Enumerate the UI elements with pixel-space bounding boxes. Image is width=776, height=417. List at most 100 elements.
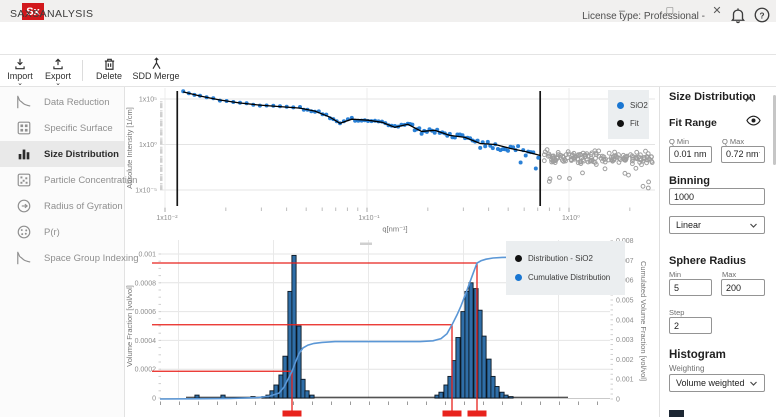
histogram-bar xyxy=(309,394,315,399)
histogram-bar xyxy=(273,384,279,399)
histogram-bar xyxy=(481,335,487,399)
histogram-bar xyxy=(494,386,500,399)
merge-icon xyxy=(151,57,161,69)
settings-panel: Size Distribution Fit Range Q Min Q Max … xyxy=(659,87,776,417)
svg-text:Volume Fraction [vol/vol]: Volume Fraction [vol/vol] xyxy=(125,285,134,367)
import-button[interactable]: Import ⌄ xyxy=(2,57,38,87)
data-reduction-icon xyxy=(17,95,31,109)
svg-text:0.003: 0.003 xyxy=(616,337,634,344)
delete-button[interactable]: Delete xyxy=(88,57,130,81)
panel-title: Size Distribution xyxy=(669,91,756,103)
q-min-label: Q Min xyxy=(669,137,690,146)
svg-text:Absolute Intensity [1/cm]: Absolute Intensity [1/cm] xyxy=(125,107,134,189)
svg-text:1x10⁰: 1x10⁰ xyxy=(139,141,157,149)
chevron-down-icon xyxy=(750,223,757,228)
sphere-radius-label: Sphere Radius xyxy=(669,255,747,267)
sidebar-item-space-group-indexing[interactable]: Space Group Indexing xyxy=(0,245,139,271)
minimize-button[interactable]: – xyxy=(618,5,626,17)
eye-icon[interactable] xyxy=(746,114,761,132)
import-icon xyxy=(15,58,25,70)
help-icon[interactable]: ? xyxy=(753,6,771,24)
svg-text:0.0004: 0.0004 xyxy=(135,338,157,345)
chevron-down-icon: ⌄ xyxy=(55,80,61,87)
sphere-max-label: Max xyxy=(722,270,737,279)
svg-text:1x10⁻²: 1x10⁻² xyxy=(156,215,178,222)
app-header xyxy=(0,22,776,55)
svg-text:0.0006: 0.0006 xyxy=(135,309,157,316)
histogram-bar xyxy=(455,337,461,399)
legend-dot-cumulative xyxy=(515,274,522,282)
histogram-bar xyxy=(220,394,226,399)
svg-text:0.001: 0.001 xyxy=(616,377,634,384)
histogram-bar xyxy=(508,396,514,399)
specific-surface-icon xyxy=(17,121,31,135)
sdd-merge-button[interactable]: SDD Merge xyxy=(130,57,182,81)
toolbar-divider xyxy=(82,60,83,81)
collapse-chevron-up-icon[interactable] xyxy=(744,92,755,110)
space-group-indexing-icon xyxy=(17,251,31,265)
svg-text:1x10⁵: 1x10⁵ xyxy=(139,97,157,104)
sphere-min-input[interactable] xyxy=(669,279,712,296)
close-button[interactable]: ✕ xyxy=(712,5,722,17)
svg-text:0.004: 0.004 xyxy=(616,317,634,324)
binning-label: Binning xyxy=(669,175,710,187)
sphere-min-label: Min xyxy=(669,270,682,279)
panel-scrollbar[interactable] xyxy=(773,95,776,165)
distribution-chart-legend: Distribution - SiO2 Cumulative Distribut… xyxy=(506,241,625,295)
size-distribution-icon xyxy=(18,149,30,160)
histogram-bar xyxy=(468,282,474,399)
export-button[interactable]: Export ⌄ xyxy=(40,57,76,87)
export-icon xyxy=(53,58,63,70)
percentile-marker-handle-1[interactable] xyxy=(282,410,302,417)
sidebar-item-size-distribution[interactable]: Size Distribution xyxy=(0,141,124,167)
p-r-icon xyxy=(17,225,31,239)
chevron-down-icon xyxy=(750,381,757,386)
binning-input[interactable] xyxy=(669,188,765,205)
chevron-down-icon: ⌄ xyxy=(17,80,23,87)
radius-of-gyration-icon xyxy=(17,199,31,213)
histogram-bar xyxy=(438,391,444,399)
svg-text:1x10⁻⁵: 1x10⁻⁵ xyxy=(135,188,157,195)
svg-text:q[nm⁻¹]: q[nm⁻¹] xyxy=(382,225,407,234)
percentile-marker-handle-2[interactable] xyxy=(442,410,462,417)
cropped-action-button[interactable] xyxy=(669,410,684,417)
fit-range-label: Fit Range xyxy=(669,117,717,129)
q-min-input[interactable] xyxy=(669,146,712,163)
histogram-bar xyxy=(291,254,297,399)
maximize-button[interactable]: □ xyxy=(666,5,674,17)
step-label: Step xyxy=(669,308,685,317)
sidebar-item-data-reduction[interactable]: Data Reduction xyxy=(0,89,124,115)
svg-text:0: 0 xyxy=(152,396,156,403)
notifications-bell-icon[interactable] xyxy=(729,6,747,24)
q-max-input[interactable] xyxy=(721,146,765,163)
svg-text:0.0002: 0.0002 xyxy=(135,367,157,374)
sidebar-item-radius-of-gyration[interactable]: Radius of Gyration xyxy=(0,193,124,219)
svg-text:1x10⁻¹: 1x10⁻¹ xyxy=(358,215,380,222)
toolbar xyxy=(0,55,776,87)
step-input[interactable] xyxy=(669,317,712,334)
pane-resize-handle[interactable] xyxy=(360,242,372,246)
histogram-bar xyxy=(194,394,200,399)
app-logo: Sx xyxy=(22,3,44,20)
percentile-marker-handle-3[interactable] xyxy=(467,410,487,417)
particle-concentration-icon xyxy=(17,173,31,187)
weighting-label: Weighting xyxy=(669,364,705,373)
weighting-select[interactable]: Volume weighted xyxy=(669,374,765,392)
legend-dot-fit xyxy=(617,120,624,127)
sidebar-item-particle-concentration[interactable]: Particle Concentration xyxy=(0,167,137,193)
intensity-chart: 1x10⁵ 1x10⁰ 1x10⁻⁵ 1x10⁻² 1x10⁻¹ 1x10⁰ q[nm⁻¹]… xyxy=(125,88,655,234)
intensity-chart-legend: SiO2 Fit xyxy=(608,90,649,139)
legend-dot-distribution xyxy=(515,254,522,262)
sidebar-item-p-r[interactable]: P(r) xyxy=(0,219,124,245)
histogram-bar xyxy=(300,378,306,399)
sidebar-item-specific-surface[interactable]: Specific Surface xyxy=(0,115,124,141)
license-type-label: License type: Professional - xyxy=(582,11,705,22)
sphere-max-input[interactable] xyxy=(721,279,765,296)
histogram-bar xyxy=(282,355,288,399)
svg-text:0.005: 0.005 xyxy=(616,298,634,305)
trash-icon xyxy=(104,58,114,70)
histogram-bar xyxy=(296,325,302,399)
q-max-label: Q Max xyxy=(722,137,745,146)
binning-scale-select[interactable]: Linear xyxy=(669,216,765,234)
svg-text:0: 0 xyxy=(616,397,620,404)
